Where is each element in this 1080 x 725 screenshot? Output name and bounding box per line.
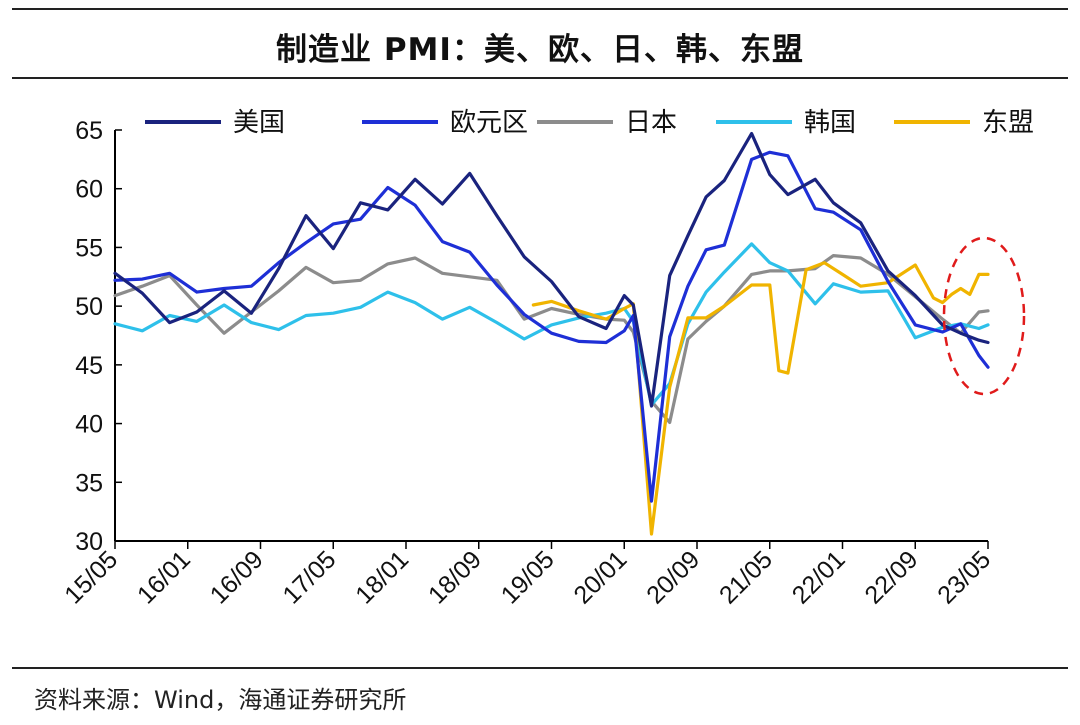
x-tick-label: 22/01 xyxy=(787,545,851,609)
y-tick-label: 60 xyxy=(75,176,103,204)
series-line-3 xyxy=(113,242,990,407)
x-tick-label: 16/01 xyxy=(132,545,196,609)
series-line-4 xyxy=(531,261,990,536)
y-tick-label: 55 xyxy=(75,234,103,262)
x-tick-label: 22/09 xyxy=(859,545,923,609)
legend-label-4: 东盟 xyxy=(982,108,1034,138)
legend-label-3: 韩国 xyxy=(804,108,856,138)
x-tick-label: 17/05 xyxy=(277,545,341,609)
chart-title: 制造业 PMI：美、欧、日、韩、东盟 xyxy=(276,32,804,68)
y-tick-label: 35 xyxy=(75,469,103,497)
y-tick-label: 65 xyxy=(75,117,103,145)
series-line-0 xyxy=(113,131,990,408)
y-tick-label: 45 xyxy=(75,352,103,380)
legend-label-2: 日本 xyxy=(625,108,677,138)
x-tick-label: 16/09 xyxy=(205,545,269,609)
x-tick-label: 23/05 xyxy=(932,545,996,609)
bottom-rule xyxy=(12,667,1068,669)
x-tick-label: 20/01 xyxy=(568,545,632,609)
x-tick-label: 18/01 xyxy=(350,545,414,609)
legend-label-0: 美国 xyxy=(233,108,285,138)
y-tick-label: 40 xyxy=(75,411,103,439)
series-line-2 xyxy=(113,254,990,424)
legend-label-1: 欧元区 xyxy=(450,108,528,138)
legend: 美国 欧元区 日本 韩国 东盟 xyxy=(145,108,1034,138)
x-tick-label: 20/09 xyxy=(641,545,705,609)
x-tick-label: 21/05 xyxy=(714,545,778,609)
y-tick-label: 30 xyxy=(75,528,103,556)
highlight-ellipse xyxy=(942,236,1026,396)
x-tick-label: 18/09 xyxy=(423,545,487,609)
x-tick-label: 19/05 xyxy=(496,545,560,609)
y-tick-label: 50 xyxy=(75,293,103,321)
title-divider xyxy=(12,77,1068,79)
series-lines xyxy=(113,131,990,536)
top-rule xyxy=(12,8,1068,10)
source-note: 资料来源：Wind，海通证券研究所 xyxy=(34,686,407,714)
